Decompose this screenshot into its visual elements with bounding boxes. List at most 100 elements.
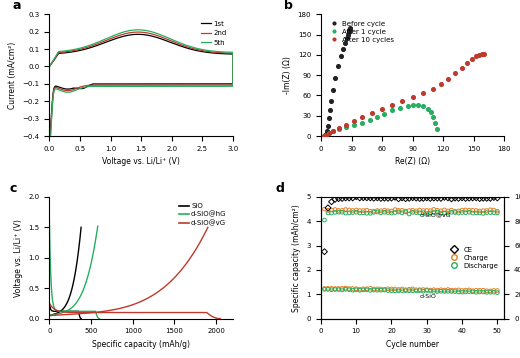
Point bbox=[412, 287, 420, 292]
Point bbox=[384, 288, 392, 294]
Point bbox=[465, 209, 473, 215]
Point bbox=[377, 287, 385, 293]
Point bbox=[479, 211, 487, 216]
Point bbox=[358, 114, 366, 120]
Point bbox=[454, 287, 463, 293]
Point bbox=[467, 56, 476, 62]
X-axis label: Cycle number: Cycle number bbox=[386, 340, 439, 349]
Point bbox=[366, 285, 374, 291]
Point bbox=[329, 128, 337, 134]
Point bbox=[451, 210, 459, 216]
Point bbox=[344, 32, 353, 38]
Point bbox=[366, 117, 374, 123]
Point bbox=[440, 210, 449, 216]
Point bbox=[479, 195, 487, 201]
Point bbox=[437, 289, 445, 294]
Point bbox=[348, 195, 357, 201]
1st bbox=[209, 51, 215, 55]
Point bbox=[447, 287, 456, 293]
2nd bbox=[161, 83, 167, 87]
Point bbox=[458, 210, 466, 216]
Point bbox=[430, 195, 438, 201]
Point bbox=[373, 209, 382, 215]
Point bbox=[378, 106, 386, 112]
Point bbox=[472, 195, 480, 201]
Point bbox=[451, 287, 459, 293]
Point bbox=[384, 195, 392, 201]
Point bbox=[348, 210, 357, 216]
Point bbox=[338, 209, 346, 215]
Point bbox=[419, 287, 427, 292]
Point bbox=[384, 208, 392, 214]
Point bbox=[475, 52, 483, 58]
Y-axis label: Current (mA/cm²): Current (mA/cm²) bbox=[8, 42, 17, 109]
Point bbox=[320, 206, 329, 212]
Point bbox=[325, 130, 333, 136]
Point bbox=[419, 103, 427, 109]
Point bbox=[426, 288, 435, 294]
Point bbox=[440, 287, 449, 293]
Legend: 1st, 2nd, 5th: 1st, 2nd, 5th bbox=[198, 18, 229, 48]
Point bbox=[320, 133, 328, 139]
Point bbox=[331, 287, 339, 292]
Point bbox=[335, 125, 343, 131]
Point bbox=[469, 288, 477, 294]
Point bbox=[356, 286, 364, 292]
Point bbox=[398, 210, 406, 216]
Point bbox=[437, 81, 445, 87]
Point bbox=[324, 286, 332, 292]
Point bbox=[472, 53, 480, 59]
Point bbox=[415, 288, 424, 294]
Point bbox=[398, 98, 407, 104]
Point bbox=[465, 287, 473, 293]
Point bbox=[324, 205, 332, 211]
Point bbox=[334, 286, 343, 291]
Point bbox=[338, 208, 346, 213]
Point bbox=[325, 130, 333, 136]
Point bbox=[384, 286, 392, 292]
Point bbox=[419, 91, 427, 96]
Point bbox=[409, 95, 417, 100]
Point bbox=[326, 107, 334, 113]
Point bbox=[440, 207, 449, 213]
Point bbox=[359, 208, 368, 213]
Text: b: b bbox=[284, 0, 293, 13]
Point bbox=[486, 289, 495, 295]
Point bbox=[447, 209, 456, 215]
Point bbox=[331, 286, 339, 291]
Point bbox=[328, 210, 336, 216]
Point bbox=[476, 287, 484, 293]
Point bbox=[465, 289, 473, 295]
Point bbox=[472, 287, 480, 293]
Point bbox=[342, 207, 350, 212]
Point bbox=[451, 195, 459, 201]
Point bbox=[415, 207, 424, 213]
Point bbox=[415, 210, 424, 216]
Point bbox=[338, 287, 346, 293]
Point bbox=[370, 209, 378, 215]
Point bbox=[431, 120, 439, 125]
Point bbox=[359, 195, 368, 200]
Point bbox=[391, 210, 399, 216]
Point bbox=[394, 288, 402, 294]
5th bbox=[120, 84, 126, 88]
Point bbox=[430, 207, 438, 212]
Point bbox=[493, 208, 501, 214]
Point bbox=[423, 195, 431, 201]
Point bbox=[334, 63, 342, 69]
1st bbox=[135, 32, 141, 37]
2nd bbox=[46, 64, 53, 69]
1st bbox=[84, 47, 90, 51]
Point bbox=[342, 210, 350, 216]
Point bbox=[387, 208, 396, 214]
Point bbox=[387, 286, 396, 292]
Point bbox=[451, 289, 459, 295]
Point bbox=[380, 111, 388, 117]
Point bbox=[320, 133, 328, 139]
Point bbox=[394, 209, 402, 215]
Point bbox=[384, 210, 392, 216]
Point bbox=[476, 196, 484, 202]
Point bbox=[362, 286, 371, 292]
Point bbox=[427, 110, 435, 115]
Point bbox=[335, 126, 343, 131]
